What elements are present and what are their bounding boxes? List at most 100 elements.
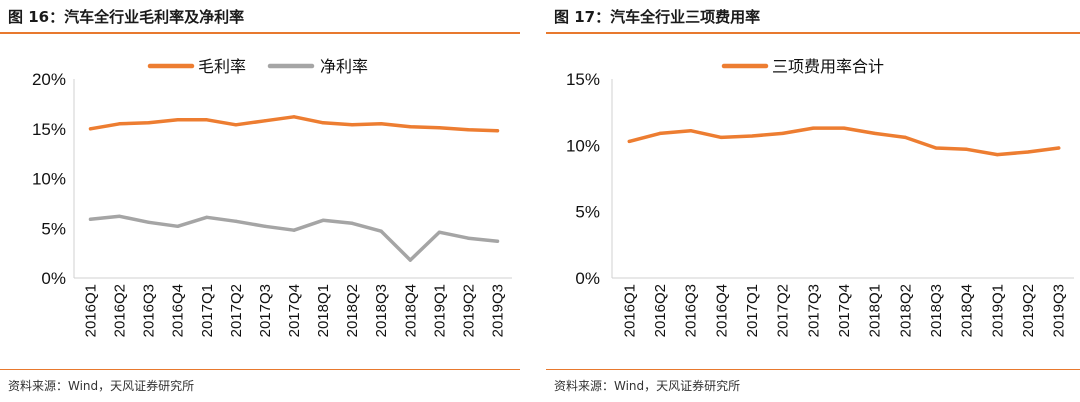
right-x-tick-label: 2016Q2	[652, 284, 669, 337]
left-data-point	[321, 218, 325, 222]
right-data-point	[873, 131, 877, 135]
right-legend-label-1: 三项费用率合计	[772, 57, 884, 76]
left-chart-panel: 图 16：汽车全行业毛利率及净利率 0% 5% 10% 15% 20% 2016Q1 201…	[0, 0, 520, 402]
right-data-point	[995, 153, 999, 157]
left-data-point	[379, 122, 383, 126]
right-line-chart: 0% 5% 10% 15% 2016Q1 2016Q2 2016Q3 2016Q4 2017Q1…	[566, 57, 1074, 337]
left-x-tick-label: 2016Q2	[112, 284, 129, 337]
left-data-point	[205, 118, 209, 122]
left-data-point	[495, 239, 500, 243]
right-data-point	[903, 135, 907, 139]
left-source-rule	[0, 369, 520, 370]
left-x-tick-label: 2019Q1	[431, 284, 448, 337]
left-x-tick-label: 2017Q3	[257, 284, 274, 337]
right-x-tick-label: 2017Q2	[775, 284, 792, 337]
left-data-point	[321, 121, 325, 125]
left-data-point	[263, 119, 267, 123]
right-x-tick-label: 2018Q3	[928, 284, 945, 337]
left-data-point	[234, 219, 238, 223]
left-x-tick-label: 2016Q1	[83, 284, 100, 337]
left-data-point	[88, 127, 93, 131]
right-x-tick-label: 2016Q1	[621, 284, 638, 337]
left-x-tick-label: 2018Q4	[402, 284, 419, 337]
left-data-point	[408, 125, 412, 129]
left-data-point	[234, 123, 238, 127]
left-data-point	[466, 128, 470, 132]
left-line-chart: 0% 5% 10% 15% 20% 2016Q1 2016Q2 2016Q3 2016Q4 201…	[32, 57, 512, 337]
right-x-tick-label: 2017Q1	[744, 284, 761, 337]
left-data-point	[437, 230, 441, 234]
left-title-rule	[0, 32, 520, 34]
left-y-tick-label: 0%	[41, 269, 66, 288]
right-chart-title: 图 17：汽车全行业三项费用率	[554, 8, 761, 26]
right-chart-panel: 图 17：汽车全行业三项费用率 0% 5% 10% 15% 2016Q1 2016Q2 20…	[546, 0, 1080, 402]
left-y-tick-label: 5%	[41, 219, 66, 238]
left-y-tick-label: 20%	[32, 70, 66, 89]
left-data-point	[263, 224, 267, 228]
left-y-tick-label: 15%	[32, 120, 66, 139]
left-chart-title: 图 16：汽车全行业毛利率及净利率	[8, 8, 245, 26]
left-x-tick-label: 2016Q4	[170, 284, 187, 337]
right-x-tick-label: 2018Q2	[897, 284, 914, 337]
left-data-point	[350, 221, 354, 225]
right-source-note: 资料来源：Wind，天风证券研究所	[554, 379, 741, 393]
left-x-tick-label: 2016Q3	[141, 284, 158, 337]
left-series-line-1	[88, 115, 500, 133]
left-data-point	[118, 122, 122, 126]
right-data-point	[811, 126, 815, 130]
right-y-tick-label: 10%	[566, 136, 600, 155]
left-x-tick-label: 2018Q2	[344, 284, 361, 337]
right-data-point	[1057, 146, 1061, 150]
left-x-tick-label: 2019Q3	[489, 284, 506, 337]
right-data-point	[719, 135, 723, 139]
right-x-tick-label: 2017Q4	[836, 284, 853, 337]
right-data-point	[750, 134, 754, 138]
left-data-point	[176, 224, 180, 228]
right-x-tick-label: 2017Q3	[805, 284, 822, 337]
left-x-tick-label: 2017Q2	[228, 284, 245, 337]
left-data-point	[205, 215, 209, 219]
left-series-line-2	[88, 214, 500, 262]
right-y-tick-label: 5%	[575, 203, 600, 222]
left-x-tick-label: 2019Q2	[460, 284, 477, 337]
left-x-tick-label: 2017Q4	[286, 284, 303, 337]
left-source-note: 资料来源：Wind，天风证券研究所	[8, 379, 195, 393]
right-data-point	[627, 139, 631, 143]
left-data-point	[292, 115, 296, 119]
left-x-tick-label: 2018Q1	[315, 284, 332, 337]
left-data-point	[495, 129, 500, 133]
left-x-tick-label: 2018Q3	[373, 284, 390, 337]
right-data-point	[689, 129, 693, 133]
right-x-tick-label: 2018Q4	[959, 284, 976, 337]
right-data-point	[934, 146, 938, 150]
left-data-point	[350, 123, 354, 127]
left-data-point	[147, 121, 151, 125]
left-data-point	[408, 258, 412, 262]
left-legend-label-2: 净利率	[320, 57, 368, 76]
right-x-tick-label: 2016Q4	[713, 284, 730, 337]
left-data-point	[147, 220, 151, 224]
left-legend-label-1: 毛利率	[198, 57, 246, 76]
left-y-tick-label: 10%	[32, 170, 66, 189]
right-x-tick-label: 2019Q2	[1020, 284, 1037, 337]
right-data-point	[965, 147, 969, 151]
right-data-point	[1026, 150, 1030, 154]
left-data-point	[379, 229, 383, 233]
right-x-tick-label: 2019Q1	[989, 284, 1006, 337]
left-data-point	[466, 236, 470, 240]
right-title-rule	[546, 32, 1080, 34]
left-x-tick-label: 2017Q1	[199, 284, 216, 337]
right-data-point	[658, 131, 662, 135]
right-source-rule	[546, 369, 1080, 370]
right-data-point	[842, 126, 846, 130]
right-x-tick-label: 2018Q1	[867, 284, 884, 337]
left-data-point	[118, 214, 122, 218]
right-data-point	[781, 131, 785, 135]
left-data-point	[437, 126, 441, 130]
right-x-tick-label: 2016Q3	[683, 284, 700, 337]
left-data-point	[88, 217, 93, 221]
right-x-tick-label: 2019Q3	[1051, 284, 1068, 337]
right-series-line-1	[627, 126, 1061, 157]
right-y-tick-label: 15%	[566, 70, 600, 89]
left-data-point	[292, 228, 296, 232]
